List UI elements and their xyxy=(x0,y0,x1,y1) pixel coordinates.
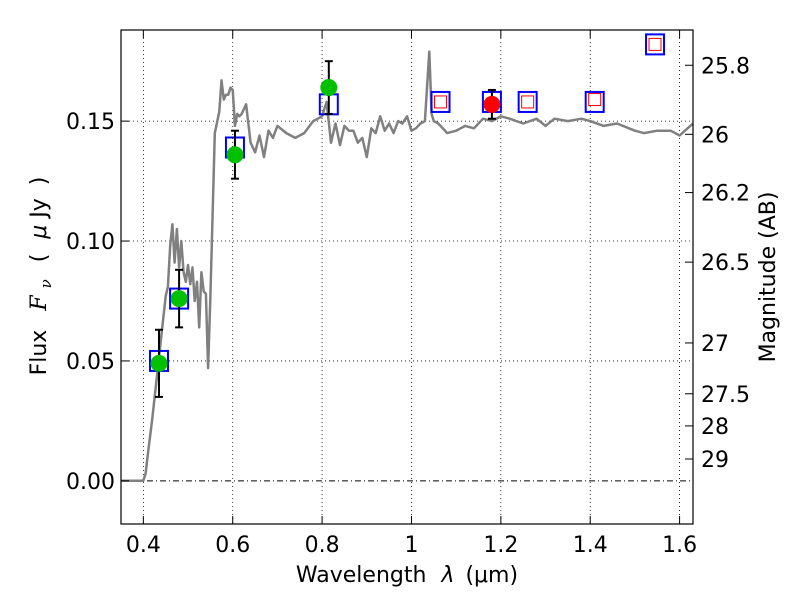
model-band-square xyxy=(517,90,538,113)
upper-limit-square xyxy=(434,95,448,109)
plot-frame xyxy=(120,29,694,525)
upper-limit-square xyxy=(521,95,535,109)
y-axis-label-unit-mu: μ xyxy=(27,225,52,240)
y-axis-label-text: Flux xyxy=(27,330,52,376)
y-axis-label-subscript: ν xyxy=(37,279,55,288)
detection-marker xyxy=(170,290,188,308)
detection-marker xyxy=(226,146,244,164)
y-tick-label: 0.10 xyxy=(66,230,115,255)
detection-marker xyxy=(150,354,168,372)
y-axis-label-unit-rest: Jy xyxy=(27,198,52,220)
x-axis-label-symbol: λ xyxy=(440,563,454,588)
y-axis-label-symbol: F xyxy=(27,295,52,312)
y-tick-label: 0.15 xyxy=(66,110,115,135)
magnitude-axis-label: Magnitude (AB) xyxy=(756,192,781,363)
magnitude-tick-label: 26 xyxy=(701,123,729,148)
x-tick-label: 0.6 xyxy=(215,533,250,558)
magnitude-tick-label: 26.2 xyxy=(701,182,750,207)
x-tick-label: 0.8 xyxy=(305,533,340,558)
x-tick-label: 1.4 xyxy=(573,533,608,558)
magnitude-tick-label: 26.5 xyxy=(701,251,750,276)
magnitude-tick-label: 28 xyxy=(701,415,729,440)
y-axis-label-unit-close: ) xyxy=(27,177,52,186)
model-band-square xyxy=(430,90,451,113)
model-band-square xyxy=(645,33,666,56)
x-tick-label: 1.6 xyxy=(662,533,697,558)
x-axis-label: Wavelength λ (μm) xyxy=(296,563,518,588)
x-axis-label-unit: (μm) xyxy=(465,563,518,588)
data-points xyxy=(148,33,666,398)
x-tick-label: 1 xyxy=(404,533,418,558)
y-axis-ticks: 0.00 0.05 0.10 0.15 xyxy=(66,110,129,495)
upper-limit-square xyxy=(648,37,662,51)
magnitude-tick-label: 27.5 xyxy=(701,383,750,408)
y-tick-label: 0.05 xyxy=(66,350,115,375)
grid-lines xyxy=(121,30,693,524)
y-tick-label: 0.00 xyxy=(66,470,115,495)
x-axis-ticks: 0.4 0.6 0.8 1 1.2 1.4 1.6 xyxy=(126,30,697,558)
magnitude-tick-label: 27 xyxy=(701,332,729,357)
x-axis-label-text: Wavelength xyxy=(296,563,427,588)
red-detection-marker xyxy=(483,95,501,113)
x-tick-label: 0.4 xyxy=(126,533,161,558)
y-axis-label: Flux F ν ( μ Jy ) xyxy=(27,177,57,376)
magnitude-axis-ticks: 25.8 26 26.2 26.5 27 27.5 28 29 xyxy=(685,54,750,473)
x-tick-label: 1.2 xyxy=(483,533,518,558)
upper-limit-square xyxy=(588,93,602,107)
magnitude-tick-label: 29 xyxy=(701,448,729,473)
y-axis-label-unit-open: ( xyxy=(27,254,52,263)
sed-model-curve xyxy=(121,50,694,483)
detection-marker xyxy=(320,79,338,97)
magnitude-tick-label: 25.8 xyxy=(701,54,750,79)
model-band-square xyxy=(584,90,605,113)
